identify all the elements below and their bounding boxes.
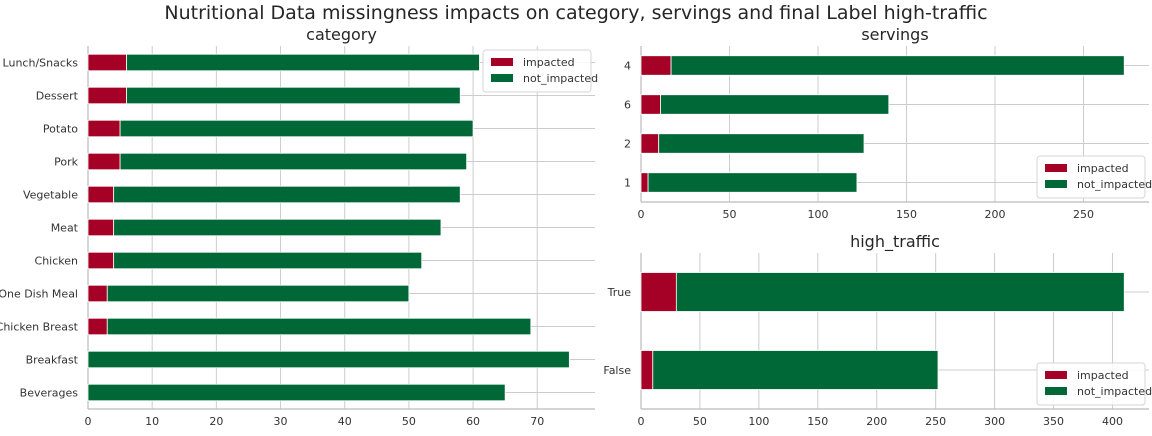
bar-impacted — [87, 251, 115, 270]
bar-impacted — [87, 218, 115, 237]
bar-not-impacted — [113, 251, 423, 270]
legend-label: impacted — [523, 56, 575, 69]
bar-not-impacted — [87, 383, 506, 402]
bar-not-impacted — [87, 350, 570, 369]
legend-label: not_impacted — [1077, 385, 1152, 398]
bar-impacted — [640, 55, 672, 76]
bar-not-impacted — [658, 133, 865, 154]
bar-not-impacted — [126, 86, 461, 105]
bar-impacted — [87, 119, 121, 138]
x-tick-label: 300 — [984, 415, 1005, 428]
y-tick-label: Beverages — [20, 387, 79, 400]
x-tick-label: 10 — [145, 415, 159, 428]
x-tick-label: 50 — [723, 208, 737, 221]
x-tick-label: 0 — [85, 415, 92, 428]
legend-label: impacted — [1077, 369, 1129, 382]
bar-impacted — [640, 172, 649, 193]
y-tick-label: Dessert — [36, 90, 79, 103]
legend-swatch — [491, 58, 513, 66]
legend-swatch — [1045, 387, 1067, 395]
y-tick-label: 1 — [624, 177, 631, 190]
x-tick-label: 250 — [925, 415, 946, 428]
bar-impacted — [640, 133, 660, 154]
legend-swatch — [1045, 180, 1067, 188]
x-tick-label: 100 — [748, 415, 769, 428]
x-tick-label: 250 — [1073, 208, 1094, 221]
x-tick-label: 0 — [638, 415, 645, 428]
chart-panel-high-traffic: high_traffic False True 0 50 100 150 200 250 300 3… — [603, 232, 1152, 428]
y-tick-label: Pork — [54, 156, 78, 169]
bar-not-impacted — [126, 53, 480, 72]
x-tick-label: 200 — [985, 208, 1006, 221]
legend-label: impacted — [1077, 162, 1129, 175]
y-tick-label: 6 — [624, 99, 631, 112]
x-tick-label: 350 — [1043, 415, 1064, 428]
y-tick-label: Vegetable — [23, 189, 78, 202]
chart-title: servings — [861, 25, 928, 44]
bar-impacted — [87, 317, 108, 336]
x-tick-label: 50 — [402, 415, 416, 428]
legend-swatch — [1045, 371, 1067, 379]
x-tick-label: 150 — [896, 208, 917, 221]
x-tick-label: 60 — [466, 415, 480, 428]
bar-impacted — [87, 86, 127, 105]
y-tick-label: Chicken — [35, 255, 79, 268]
bar-impacted — [640, 94, 661, 115]
legend-swatch — [491, 74, 513, 82]
y-tick-label: 4 — [624, 60, 631, 73]
bar-impacted — [87, 152, 121, 171]
bar-not-impacted — [647, 172, 858, 193]
legend-label: not_impacted — [523, 72, 598, 85]
x-tick-label: 20 — [209, 415, 223, 428]
bar-impacted — [87, 284, 108, 303]
chart-panel-servings: servings 1 2 6 4 0 50 100 150 200 250 impacted not_i… — [624, 25, 1152, 221]
x-tick-label: 50 — [693, 415, 707, 428]
y-tick-label: False — [603, 364, 631, 377]
y-tick-label: Chicken Breast — [0, 321, 79, 334]
y-tick-label: 2 — [624, 138, 631, 151]
x-tick-label: 70 — [530, 415, 544, 428]
x-tick-label: 0 — [638, 208, 645, 221]
y-tick-label: Breakfast — [26, 354, 79, 367]
y-tick-label: Lunch/Snacks — [3, 57, 79, 70]
bar-impacted — [640, 350, 654, 390]
y-tick-label: Potato — [43, 123, 78, 136]
x-tick-label: 30 — [274, 415, 288, 428]
bar-not-impacted — [670, 55, 1125, 76]
bar-not-impacted — [106, 284, 410, 303]
bar-impacted — [640, 272, 677, 312]
bar-impacted — [87, 53, 127, 72]
x-tick-label: 150 — [807, 415, 828, 428]
x-tick-label: 400 — [1102, 415, 1123, 428]
bar-not-impacted — [113, 218, 442, 237]
y-tick-label: Meat — [51, 222, 79, 235]
bar-not-impacted — [106, 317, 532, 336]
bar-not-impacted — [652, 350, 939, 390]
chart-title: high_traffic — [850, 232, 940, 252]
chart-panel-category: category Beverages Breakfast Chicken Breast… — [0, 25, 598, 428]
legend-swatch — [1045, 164, 1067, 172]
bar-not-impacted — [119, 119, 474, 138]
x-tick-label: 40 — [338, 415, 352, 428]
y-tick-label: True — [607, 286, 632, 299]
chart-title: category — [306, 25, 377, 44]
legend: impacted not_impacted — [482, 49, 598, 93]
legend: impacted not_impacted — [1036, 155, 1152, 199]
legend-label: not_impacted — [1077, 178, 1152, 191]
bar-not-impacted — [675, 272, 1125, 312]
x-tick-label: 100 — [808, 208, 829, 221]
bar-impacted — [87, 185, 115, 204]
bar-not-impacted — [119, 152, 468, 171]
figure-title: Nutritional Data missingness impacts on … — [164, 2, 987, 24]
x-tick-label: 200 — [866, 415, 887, 428]
bar-not-impacted — [660, 94, 890, 115]
bar-not-impacted — [113, 185, 461, 204]
legend: impacted not_impacted — [1036, 362, 1152, 406]
y-tick-label: One Dish Meal — [0, 288, 78, 301]
